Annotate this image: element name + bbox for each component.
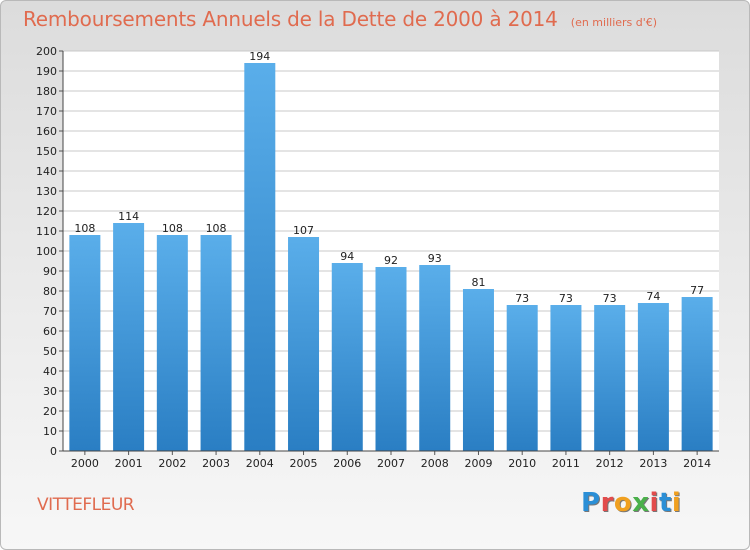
- x-tick-label-2002: 2002: [158, 457, 186, 470]
- y-tick-label: 170: [36, 105, 57, 118]
- value-label-2014: 77: [690, 284, 704, 297]
- bar-2002: [156, 235, 188, 451]
- bar-2000: [69, 235, 101, 451]
- x-tick-label-2014: 2014: [683, 457, 711, 470]
- y-axis-ticks: 0 10 20 30 40 50 60 70 80 90 100 110 120 130 140 150 160…: [36, 45, 63, 458]
- value-label-2008: 93: [428, 252, 442, 265]
- logo-letter: x: [632, 488, 650, 518]
- proxiti-logo[interactable]: Proxiti: [581, 488, 681, 518]
- chart-subtitle: (en milliers d'€): [570, 16, 658, 29]
- y-tick-label: 0: [50, 445, 57, 458]
- bar-2010: [506, 305, 538, 451]
- value-label-2003: 108: [206, 222, 227, 235]
- chart-title: Remboursements Annuels de la Dette de 20…: [23, 7, 558, 31]
- y-tick-label: 200: [36, 45, 57, 58]
- logo-letter: P: [581, 488, 601, 518]
- logo-letter: t: [658, 488, 672, 518]
- x-tick-label-2008: 2008: [421, 457, 449, 470]
- value-label-2000: 108: [74, 222, 95, 235]
- value-label-2013: 74: [646, 290, 660, 303]
- y-tick-label: 110: [36, 225, 57, 238]
- bar-2004: [244, 63, 276, 451]
- y-tick-label: 70: [43, 305, 57, 318]
- x-tick-label-2001: 2001: [115, 457, 143, 470]
- x-tick-label-2006: 2006: [333, 457, 361, 470]
- x-tick-label-2000: 2000: [71, 457, 99, 470]
- y-tick-label: 100: [36, 245, 57, 258]
- y-tick-label: 130: [36, 185, 57, 198]
- x-tick-label-2004: 2004: [246, 457, 274, 470]
- y-tick-label: 150: [36, 145, 57, 158]
- y-tick-label: 90: [43, 265, 57, 278]
- x-tick-label-2011: 2011: [552, 457, 580, 470]
- logo-letter: o: [613, 488, 633, 518]
- value-label-2010: 73: [515, 292, 529, 305]
- value-labels: 108 114 108 108 194 107 94 92 93 81 73 73 73 74 77: [74, 50, 704, 305]
- value-label-2009: 81: [471, 276, 485, 289]
- x-tick-label-2009: 2009: [464, 457, 492, 470]
- bar-2005: [288, 237, 320, 451]
- y-tick-label: 180: [36, 85, 57, 98]
- x-tick-label-2005: 2005: [290, 457, 318, 470]
- logo-letter: r: [600, 488, 614, 518]
- logo-letter: i: [671, 488, 682, 518]
- y-tick-label: 40: [43, 365, 57, 378]
- bar-2007: [375, 267, 407, 451]
- bar-2001: [113, 223, 145, 451]
- y-tick-label: 60: [43, 325, 57, 338]
- logo-letter: i: [649, 488, 659, 518]
- value-label-2011: 73: [559, 292, 573, 305]
- bar-2006: [331, 263, 363, 451]
- y-tick-label: 190: [36, 65, 57, 78]
- value-label-2001: 114: [118, 210, 139, 223]
- bar-2012: [594, 305, 626, 451]
- value-label-2004: 194: [249, 50, 270, 63]
- y-tick-label: 160: [36, 125, 57, 138]
- bars: [69, 63, 713, 451]
- x-tick-label-2007: 2007: [377, 457, 405, 470]
- value-label-2005: 107: [293, 224, 314, 237]
- value-label-2012: 73: [603, 292, 617, 305]
- bar-2011: [550, 305, 582, 451]
- title-row: Remboursements Annuels de la Dette de 20…: [23, 7, 657, 31]
- bar-2009: [462, 289, 494, 451]
- y-tick-label: 80: [43, 285, 57, 298]
- bar-2013: [637, 303, 669, 451]
- bar-chart: 0 10 20 30 40 50 60 70 80 90 100 110 120 130 140 150 160…: [36, 45, 719, 470]
- commune-name: VITTEFLEUR: [37, 495, 135, 515]
- bar-2014: [681, 297, 713, 451]
- x-tick-label-2013: 2013: [639, 457, 667, 470]
- y-tick-label: 30: [43, 385, 57, 398]
- y-tick-label: 20: [43, 405, 57, 418]
- y-tick-label: 10: [43, 425, 57, 438]
- value-label-2006: 94: [340, 250, 354, 263]
- y-tick-label: 120: [36, 205, 57, 218]
- y-tick-label: 50: [43, 345, 57, 358]
- bar-2008: [419, 265, 451, 451]
- x-tick-label-2010: 2010: [508, 457, 536, 470]
- x-tick-label-2012: 2012: [596, 457, 624, 470]
- x-tick-label-2003: 2003: [202, 457, 230, 470]
- bar-2003: [200, 235, 232, 451]
- y-tick-label: 140: [36, 165, 57, 178]
- value-label-2007: 92: [384, 254, 398, 267]
- x-axis-ticks: 2000 2001 2002 2003 2004 2005 2006 2007 2008 2009…: [71, 451, 711, 470]
- value-label-2002: 108: [162, 222, 183, 235]
